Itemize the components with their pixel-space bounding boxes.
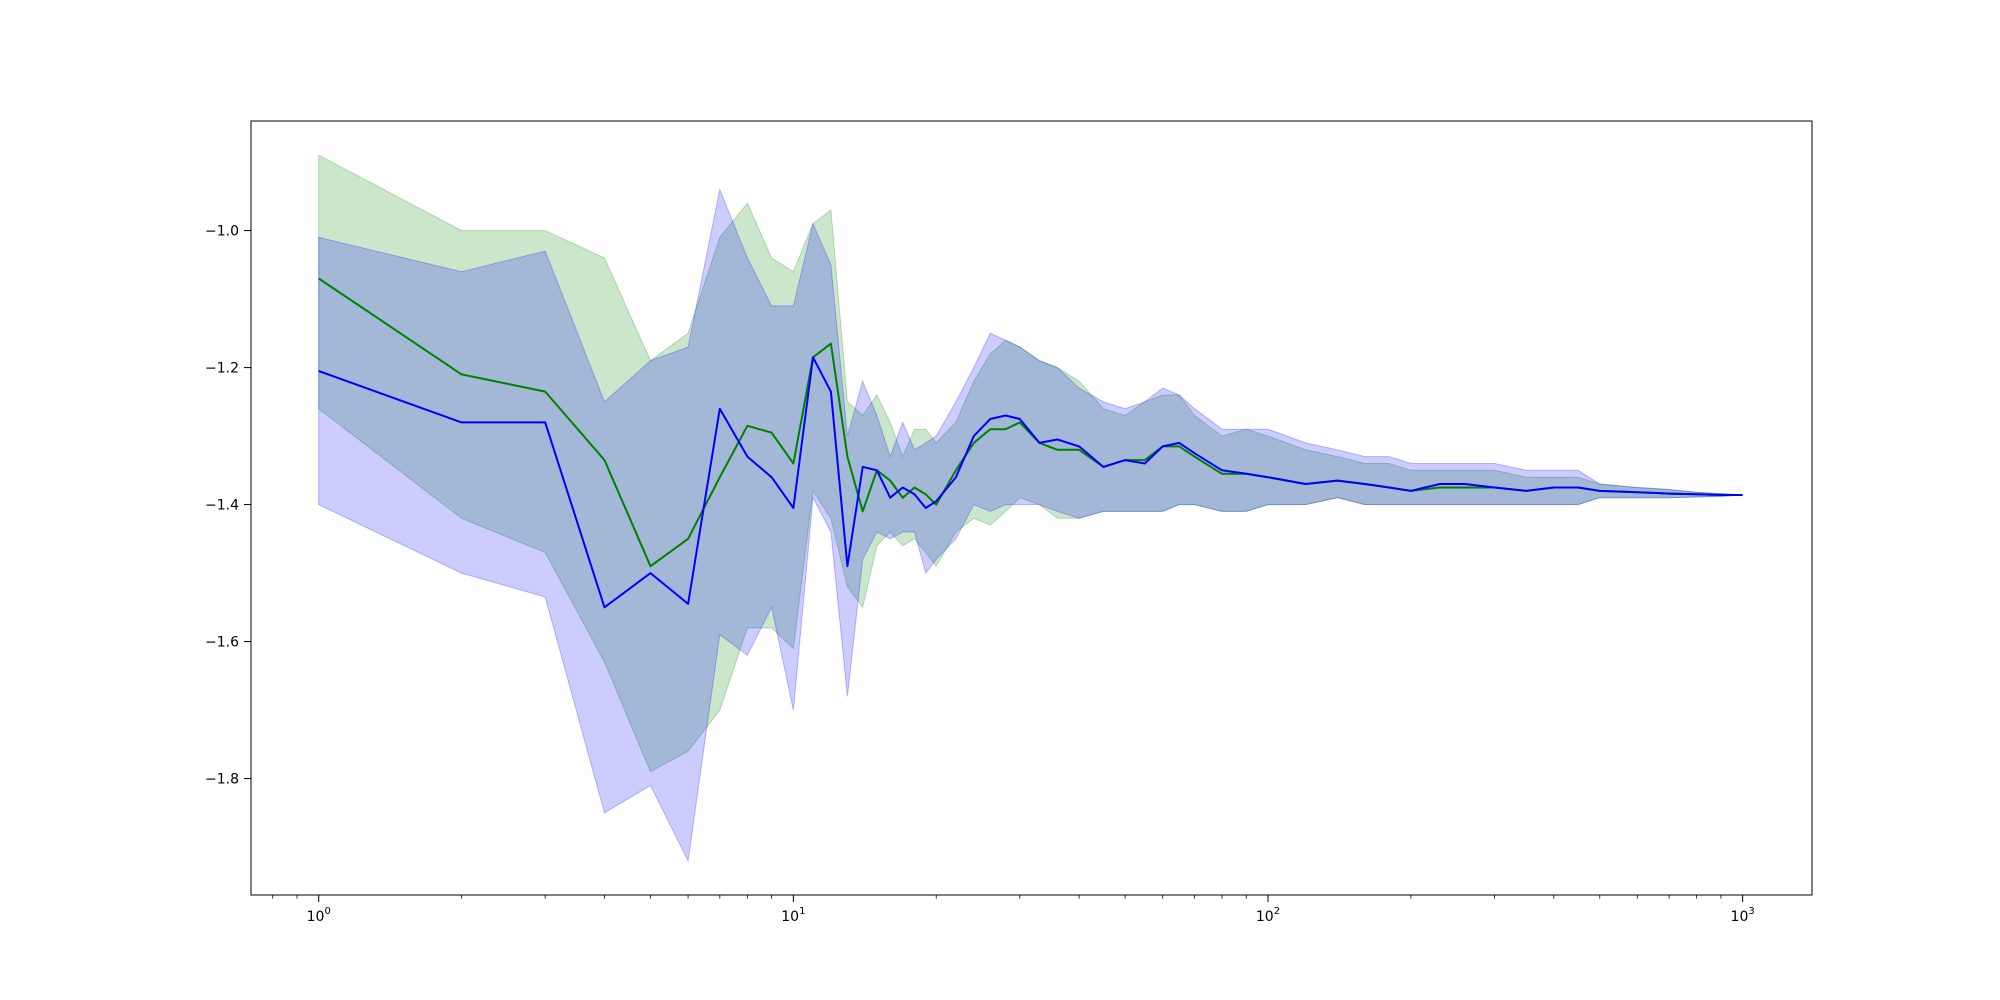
y-axis: −1.8 −1.6 −1.4 −1.2 −1.0 [205, 224, 251, 788]
x-tick-label: 100 [307, 906, 331, 925]
y-tick-label: −1.4 [205, 498, 239, 514]
y-tick-label: −1.0 [205, 224, 239, 240]
y-tick-label: −1.8 [205, 772, 239, 788]
x-tick-label: 101 [781, 906, 805, 925]
series-1-line [318, 356, 1743, 609]
x-tick-label: 103 [1731, 906, 1755, 925]
x-axis: 100 101 102 103 [272, 895, 1755, 925]
plot-frame [250, 120, 1813, 896]
x-tick-label: 102 [1256, 906, 1280, 925]
series-lines [318, 277, 1743, 609]
y-tick-label: −1.6 [205, 635, 239, 651]
y-tick-label: −1.2 [205, 361, 239, 377]
